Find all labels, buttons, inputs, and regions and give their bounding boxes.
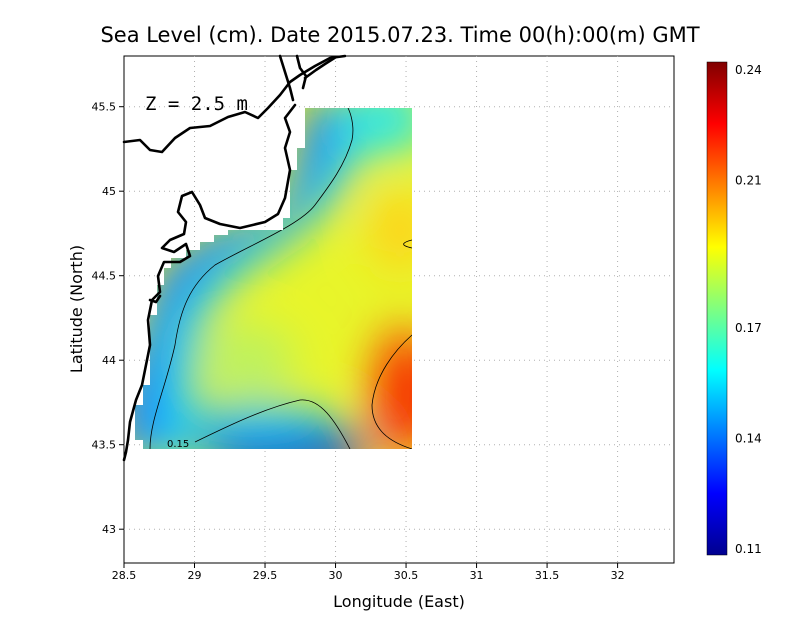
- colorbar-tick-label: 0.17: [735, 321, 762, 335]
- contour-line: [403, 239, 412, 249]
- depth-label: Z = 2.5 m: [145, 93, 248, 115]
- colorbar-tick-label: 0.24: [735, 63, 762, 77]
- colorbar: [706, 61, 728, 556]
- x-tick-label: 30.5: [394, 569, 419, 582]
- y-axis-label: Latitude (North): [67, 245, 86, 373]
- y-axis: 43 43.5 44 44.5 45 45.5: [92, 101, 124, 536]
- contour-line: [371, 334, 412, 449]
- contour-line: [149, 108, 354, 449]
- sea-level-field: [135, 108, 412, 449]
- y-tick-label: 45.5: [92, 101, 117, 114]
- colorbar-ticks: 0.24 0.21 0.17 0.14 0.11: [735, 63, 762, 556]
- x-axis-label: Longitude (East): [333, 592, 465, 611]
- x-axis: 28.5 29 29.5 30 30.5 31 31.5 32: [112, 563, 625, 582]
- coastline: [122, 54, 347, 462]
- colorbar-tick-label: 0.11: [735, 542, 762, 556]
- map-title: Sea Level (cm). Date 2015.07.23. Time 00…: [100, 23, 699, 47]
- x-tick-label: 29: [188, 569, 202, 582]
- y-tick-label: 43: [102, 523, 116, 536]
- y-tick-label: 44: [102, 354, 116, 367]
- y-tick-label: 44.5: [92, 270, 117, 283]
- x-tick-label: 31: [470, 569, 484, 582]
- contour-line: [194, 399, 351, 449]
- x-tick-label: 29.5: [253, 569, 278, 582]
- x-tick-label: 32: [611, 569, 625, 582]
- contour-label: 0.15: [167, 439, 189, 450]
- colorbar-tick-label: 0.21: [735, 174, 762, 188]
- y-tick-label: 43.5: [92, 439, 117, 452]
- x-tick-label: 30: [329, 569, 343, 582]
- x-tick-label: 31.5: [535, 569, 560, 582]
- colorbar-tick-label: 0.14: [735, 431, 762, 445]
- x-tick-label: 28.5: [112, 569, 137, 582]
- y-tick-label: 45: [102, 185, 116, 198]
